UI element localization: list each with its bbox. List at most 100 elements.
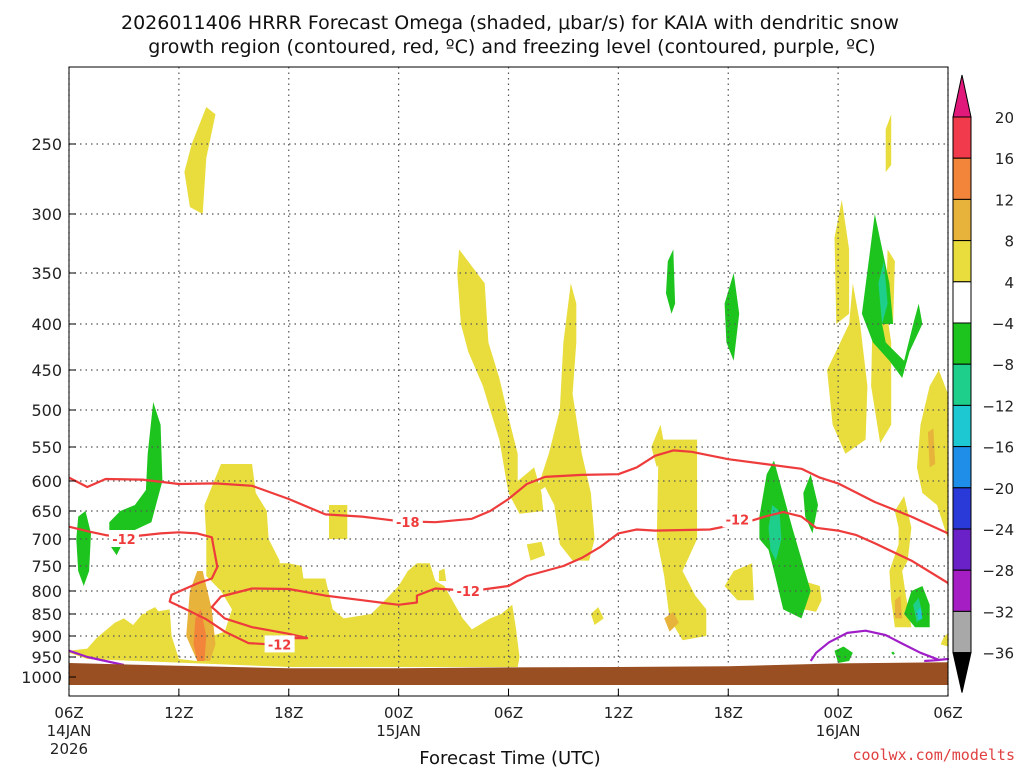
colorbar-label-9: −20 [982, 480, 1014, 498]
colorbar-label-7: −12 [982, 397, 1014, 415]
colorbar-label-1: 16 [995, 150, 1014, 168]
x-tick-date-7: 16JAN [816, 722, 861, 740]
chart-title-line1: 2026011406 HRRR Forecast Omega (shaded, … [121, 12, 899, 34]
y-tick-label-950: 950 [31, 648, 62, 667]
x-tick-label-4: 06Z [494, 704, 523, 722]
omega-area-neg4-1 [109, 402, 163, 556]
x-tick-label-6: 18Z [714, 704, 743, 722]
y-tick-label-550: 550 [31, 438, 62, 457]
terrain-ground [69, 662, 948, 685]
omega-area-pos4-0 [184, 107, 216, 214]
omega-area-pos8-1 [664, 611, 679, 632]
x-tick-label-0: 06Z [54, 704, 83, 722]
y-tick-label-700: 700 [31, 530, 62, 549]
colorbar-segment-0 [952, 116, 972, 159]
omega-area-pos4-14 [834, 200, 850, 324]
colorbar-segment-7 [952, 404, 972, 448]
y-tick-label-400: 400 [31, 315, 62, 334]
y-tick-label-900: 900 [31, 627, 62, 646]
contour-labels: -18 -12 -12 -12 -12 [108, 510, 753, 653]
y-tick-label-450: 450 [31, 361, 62, 380]
colorbar-label-2: 12 [995, 191, 1014, 209]
colorbar-label-8: −16 [982, 439, 1014, 457]
omega-area-neg4-9 [891, 651, 895, 655]
y-tick-label-750: 750 [31, 557, 62, 576]
x-tick-label-1: 12Z [164, 704, 193, 722]
omega-area-pos4-8 [590, 607, 604, 625]
omega-area-neg4-5 [803, 474, 818, 534]
dgz-contour-lower [68, 510, 949, 646]
x-tick-label-5: 12Z [604, 704, 633, 722]
contour-label-2: -12 [112, 533, 136, 548]
omega-area-pos4-2 [145, 607, 161, 621]
x-axis-label: Forecast Time (UTC) [419, 748, 600, 768]
y-tick-label-600: 600 [31, 472, 62, 491]
colorbar-segment-11 [952, 569, 972, 612]
y-tick-label-850: 850 [31, 605, 62, 624]
y-tick-label-800: 800 [31, 582, 62, 601]
omega-area-pos4-13 [827, 283, 868, 454]
omega-area-pos12-0 [193, 609, 207, 661]
omega-area-neg4-3 [724, 273, 740, 361]
dgz-contour-upper [68, 449, 949, 535]
x-tick-year-0: 2026 [50, 740, 88, 758]
contours [68, 449, 950, 667]
omega-area-pos4-6 [438, 568, 447, 581]
x-tick-date-3: 15JAN [376, 722, 421, 740]
terrain-layer [69, 662, 948, 685]
colorbar-segment-12 [952, 610, 972, 654]
omega-area-pos8-3 [894, 595, 903, 619]
contour-label-1: -12 [726, 513, 750, 528]
omega-area-pos4-5 [536, 283, 595, 561]
credit-text: coolwx.com/modelts [852, 746, 1015, 764]
y-tick-label-650: 650 [31, 502, 62, 521]
omega-area-neg8-1 [878, 261, 888, 324]
omega-area-pos4-7 [526, 541, 546, 561]
colorbar-label-4: 4 [1004, 274, 1014, 292]
y-tick-label-250: 250 [31, 135, 62, 154]
colorbar-segment-9 [952, 487, 972, 530]
x-tick-label-7: 00Z [823, 704, 852, 722]
contour-label-0: -18 [396, 516, 420, 531]
colorbar-label-12: −32 [982, 603, 1014, 621]
colorbar-label-3: 8 [1004, 233, 1014, 251]
colorbar-label-6: −8 [992, 356, 1014, 374]
y-tick-label-1000: 1000 [21, 668, 62, 687]
colorbar-segment-8 [952, 446, 972, 489]
contour-label-bg-3 [453, 582, 484, 599]
omega-area-pos4-11 [724, 563, 754, 601]
y-tick-label-350: 350 [31, 264, 62, 283]
colorbar-segment-2 [952, 198, 972, 242]
colorbar: 20 16 12 8 4 −4 −8 −12 −16 −20 −24 −28 −32 −36 [952, 74, 1014, 693]
x-tick-label-8: 06Z [933, 704, 962, 722]
omega-area-neg4-0 [76, 511, 91, 586]
colorbar-segment-4 [952, 281, 972, 324]
omega-area-pos4-9 [656, 439, 707, 641]
colorbar-label-11: −28 [982, 562, 1014, 580]
colorbar-segment-5 [952, 322, 972, 365]
colorbar-top-triangle [952, 74, 972, 118]
x-tick-label-3: 00Z [384, 704, 413, 722]
omega-area-pos8-2 [927, 428, 936, 468]
colorbar-segment-1 [952, 157, 972, 200]
omega-area-neg8-0 [768, 505, 782, 561]
colorbar-segment-10 [952, 528, 972, 571]
omega-area-neg12-0 [916, 607, 923, 621]
omega-area-pos4-1 [69, 464, 520, 667]
omega-area-pos4-4 [457, 249, 544, 514]
chart-title-line2: growth region (contoured, red, ºC) and f… [148, 36, 875, 58]
x-tick-date-0: 14JAN [47, 722, 92, 740]
colorbar-label-5: −4 [992, 315, 1014, 333]
colorbar-segment-3 [952, 240, 972, 283]
omega-area-neg4-8 [834, 646, 853, 663]
x-tick-label-2: 18Z [274, 704, 303, 722]
colorbar-label-0: 20 [995, 109, 1014, 127]
contour-label-4: -12 [268, 638, 292, 653]
omega-area-pos4-20 [885, 114, 892, 172]
contour-label-bg-4 [264, 635, 295, 653]
omega-shading [69, 107, 948, 667]
omega-area-neg4-2 [666, 249, 676, 314]
contour-label-bg-0 [392, 513, 423, 531]
